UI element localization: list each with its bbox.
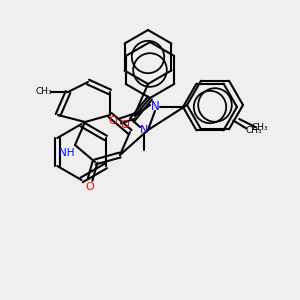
Text: CH₃: CH₃ <box>252 122 268 131</box>
Text: O: O <box>121 120 129 130</box>
Text: O: O <box>85 182 94 192</box>
Text: N: N <box>151 100 159 113</box>
Text: N: N <box>140 125 148 135</box>
Text: O: O <box>109 116 117 126</box>
Text: CH₃: CH₃ <box>36 88 52 97</box>
Text: CH₃: CH₃ <box>245 126 262 135</box>
Text: NH: NH <box>59 148 75 158</box>
